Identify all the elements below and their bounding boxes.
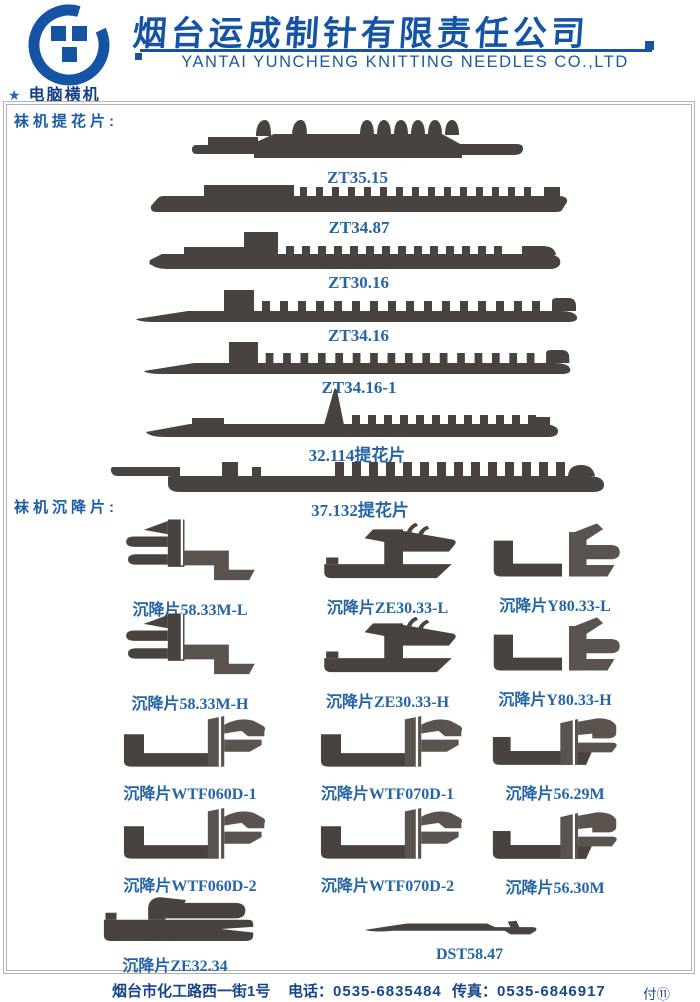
sinker-shape-wtf060d-1 xyxy=(123,716,265,767)
needle-label: ZT30.16 xyxy=(328,273,389,292)
company-name-chinese: 烟台运成制针有限责任公司 xyxy=(131,16,591,53)
sinker-item: 沉降片ZE30.33-L xyxy=(295,522,480,618)
sinker-item: 沉降片58.33M-H xyxy=(95,612,285,714)
sinker-label: 沉降片Y80.33-L xyxy=(499,598,611,615)
section-title-sinkers: 袜机沉降片: xyxy=(14,499,118,516)
sinker-shape-58-33m-h xyxy=(126,613,255,675)
sinker-label: 沉降片Y80.33-H xyxy=(498,692,612,709)
needle-label: ZT35.15 xyxy=(327,168,388,187)
needle-shape-zt34-16-1 xyxy=(143,342,571,374)
sinker-label: 沉降片WTF070D-1 xyxy=(320,786,455,803)
sinker-item: 沉降片58.33M-L xyxy=(95,518,285,620)
sinker-item: 沉降片WTF060D-2 xyxy=(95,806,285,896)
needle-item: ZT35.15 xyxy=(190,120,525,188)
sinker-shape-wtf070d-2 xyxy=(320,808,463,859)
content-frame xyxy=(3,101,695,974)
sinker-item: 沉降片Y80.33-H xyxy=(465,616,645,710)
company-logo xyxy=(28,4,110,86)
needle-item: ZT34.16 xyxy=(132,286,585,346)
sinker-label: 沉降片ZE30.33-L xyxy=(326,600,449,617)
machine-type-text: 电脑横机 xyxy=(28,87,101,104)
needle-item: ZT34.16-1 xyxy=(140,338,578,398)
section-title-jacquard: 袜机提花片: xyxy=(14,113,118,130)
sinker-shape-ze30-33-l xyxy=(323,522,456,579)
machine-type-label: ★ 电脑横机 xyxy=(8,81,101,105)
sinker-item: DST58.47 xyxy=(362,918,577,964)
sinker-item: 沉降片WTF070D-2 xyxy=(295,806,480,896)
sinker-label: 沉降片ZE32.34 xyxy=(122,958,228,975)
needle-label: ZT34.87 xyxy=(328,218,390,237)
phone-label: 电话： xyxy=(288,983,334,1000)
sinker-shape-58-33m-l xyxy=(126,519,255,581)
sinker-label: DST58.47 xyxy=(435,946,504,963)
sinker-shape-56-30m xyxy=(492,812,617,859)
fax-number: 0535-6846917 xyxy=(497,983,606,1000)
sinker-shape-wtf060d-2 xyxy=(123,808,265,859)
underline-left-square xyxy=(135,53,142,60)
needle-item: 37.132提花片 xyxy=(110,450,610,521)
sinker-label: 沉降片WTF060D-2 xyxy=(123,878,257,895)
sinker-label: 沉降片56.30M xyxy=(505,880,605,897)
underline-right-square xyxy=(645,41,654,50)
fax-label: 传真： xyxy=(452,983,498,1000)
needle-shape-37-132 xyxy=(110,462,605,492)
sinker-item: 沉降片WTF060D-1 xyxy=(95,714,285,804)
needle-item: ZT30.16 xyxy=(146,229,571,293)
footer-address: 烟台市化工路西一街1号 xyxy=(112,983,271,1000)
sinker-shape-56-29m xyxy=(492,718,617,765)
needle-label: ZT34.16-1 xyxy=(321,378,397,397)
sinker-shape-y80-33-l xyxy=(493,523,620,577)
header-underline xyxy=(140,49,652,52)
sinker-label: 沉降片56.29M xyxy=(505,786,605,803)
sinker-shape-ze30-33-h xyxy=(323,616,456,673)
sinker-label: 沉降片ZE30.33-H xyxy=(325,694,450,711)
footer-fax: 传真：0535-6846917 xyxy=(452,980,606,1001)
needle-shape-32-114 xyxy=(146,388,559,437)
footer-phone: 电话：0535-6835484 xyxy=(288,980,442,1001)
needle-item: ZT34.87 xyxy=(148,180,570,238)
sinker-shape-dst58-47 xyxy=(364,920,537,935)
sinker-label: 沉降片58.33M-H xyxy=(131,696,249,713)
sinker-item: 沉降片WTF070D-1 xyxy=(295,714,480,804)
page-mark: 付⑪ xyxy=(643,987,670,1002)
needle-shape-zt34-16 xyxy=(136,290,578,322)
needle-item: 32.114提花片 xyxy=(142,387,572,466)
sinker-shape-y80-33-h xyxy=(493,617,620,671)
phone-number: 0535-6835484 xyxy=(333,983,442,1000)
sinker-shape-wtf070d-1 xyxy=(320,716,463,767)
needle-shape-zt35-15 xyxy=(192,120,524,158)
company-name-english: YANTAI YUNCHENG KNITTING NEEDLES CO.,LTD xyxy=(181,53,629,71)
sinker-label: 沉降片WTF070D-2 xyxy=(320,878,455,895)
needle-label: ZT34.16 xyxy=(328,326,389,345)
needle-shape-zt34-87 xyxy=(150,185,568,212)
sinker-item: 沉降片56.30M xyxy=(465,806,645,898)
sinker-item: 沉降片56.29M xyxy=(465,712,645,804)
sinker-item: 沉降片ZE30.33-H xyxy=(295,616,480,712)
needle-label: 32.114提花片 xyxy=(308,446,406,465)
needle-label: 37.132提花片 xyxy=(311,501,409,520)
star-icon: ★ xyxy=(8,87,23,103)
sinker-shape-ze32-34 xyxy=(103,897,254,941)
sinker-label: 沉降片WTF060D-1 xyxy=(123,786,257,803)
sinker-item: 沉降片ZE32.34 xyxy=(80,893,270,976)
sinker-label: 沉降片58.33M-L xyxy=(132,602,248,619)
sinker-item: 沉降片Y80.33-L xyxy=(465,522,645,616)
needle-shape-zt30-16 xyxy=(149,232,561,269)
